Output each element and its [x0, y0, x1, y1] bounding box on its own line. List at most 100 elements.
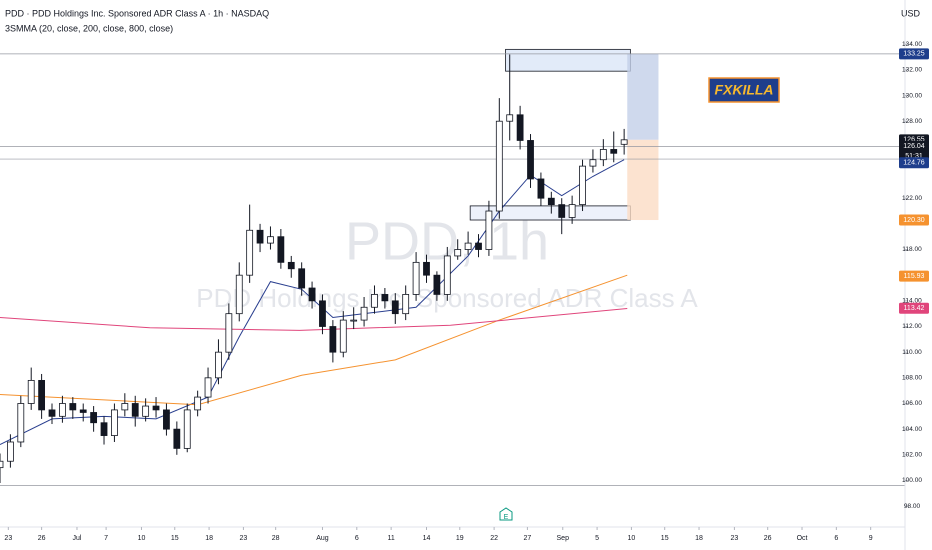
moving-average: [0, 308, 628, 331]
earnings-marker: E: [504, 514, 509, 521]
candle-body: [319, 300, 326, 327]
x-tick-label: 22: [490, 535, 498, 542]
y-tick-label: 118.00: [902, 246, 922, 253]
candle-body: [111, 409, 118, 436]
x-tick-label: 23: [240, 535, 248, 542]
y-tick-label: 128.00: [902, 118, 922, 125]
moving-average: [0, 274, 628, 406]
candle-body: [443, 255, 451, 295]
candle-body: [287, 261, 295, 270]
y-tick-label: 134.00: [902, 41, 922, 48]
indicator-label: 3SMMA (20, close, 200, close, 800, close…: [5, 23, 173, 33]
candle-body: [246, 229, 254, 276]
chart-title: PDD · PDD Holdings Inc. Sponsored ADR Cl…: [5, 8, 269, 18]
y-tick-label: 100.00: [902, 477, 922, 484]
candle-body: [204, 377, 212, 398]
zone: [505, 48, 631, 72]
candle-body: [516, 114, 524, 141]
candle-body: [173, 428, 181, 449]
candle-body: [329, 326, 337, 353]
y-tick-label: 102.00: [902, 452, 922, 459]
candle-body: [381, 294, 389, 302]
x-tick-label: 11: [387, 535, 394, 542]
x-tick-label: 28: [272, 535, 280, 542]
price-label: 120.30: [903, 217, 925, 224]
y-tick-label: 108.00: [902, 375, 922, 382]
candle-body: [558, 204, 566, 218]
price-label: 113.42: [904, 305, 925, 312]
candle-body: [433, 274, 441, 295]
x-tick-label: 18: [695, 535, 703, 542]
x-tick-label: Jul: [73, 535, 82, 542]
y-tick-label: 98.00: [904, 503, 921, 510]
y-tick-label: 110.00: [902, 349, 922, 356]
price-label-box: [899, 302, 929, 314]
candle-body: [610, 149, 618, 154]
candle-body: [308, 287, 316, 302]
price-label-box: [899, 157, 929, 169]
candle-body: [142, 405, 150, 417]
candle-body: [100, 422, 108, 436]
x-tick-label: Oct: [797, 535, 808, 542]
countdown: 51:31: [905, 153, 923, 160]
candle-body: [537, 178, 545, 199]
price-label: 115.93: [904, 273, 925, 280]
candle-body: [17, 403, 25, 443]
x-tick-label: 26: [764, 535, 772, 542]
x-tick-label: 18: [205, 535, 213, 542]
candle-body: [589, 159, 597, 167]
candle-body: [235, 274, 243, 315]
x-tick-label: 26: [38, 535, 46, 542]
price-label-box: [899, 214, 929, 226]
candle-body: [194, 396, 202, 411]
y-tick-label: 132.00: [902, 67, 922, 74]
y-tick-label: 114.00: [902, 298, 922, 305]
x-tick-label: 27: [523, 535, 531, 542]
candle-body: [371, 294, 378, 308]
price-label-box: [899, 270, 929, 282]
x-tick-label: 10: [628, 535, 636, 542]
candle-body: [69, 403, 77, 411]
candle-body: [79, 409, 87, 413]
candle-body: [27, 379, 35, 404]
price-label: 133.25: [903, 51, 925, 58]
x-tick-label: 14: [423, 535, 431, 542]
x-tick-label: 15: [171, 535, 179, 542]
x-tick-label: 6: [355, 535, 359, 542]
price-label-box: [899, 48, 929, 60]
x-tick-label: 15: [661, 535, 669, 542]
x-tick-label: 23: [731, 535, 739, 542]
candle-body: [90, 412, 98, 424]
currency: USD: [901, 8, 921, 18]
candle-body: [391, 300, 399, 315]
candle-body: [547, 197, 555, 206]
candle-body: [121, 403, 129, 411]
badge: FXKILLA: [714, 82, 773, 98]
candle-body: [527, 140, 534, 180]
candle-body: [0, 460, 4, 469]
candle-body: [298, 268, 306, 289]
y-tick-label: 130.00: [902, 92, 922, 99]
x-tick-label: 23: [4, 535, 12, 542]
price-label: 124.76: [903, 160, 925, 167]
candle-body: [152, 405, 160, 411]
candle-body: [495, 120, 503, 212]
candle-body: [485, 210, 493, 250]
candle-body: [599, 149, 607, 161]
candle-body: [215, 351, 222, 379]
candle-body: [7, 441, 14, 462]
candle-body: [225, 313, 233, 353]
candle-body: [360, 306, 368, 321]
candle-body: [131, 403, 139, 417]
x-tick-label: Aug: [316, 535, 329, 542]
candle-body: [412, 261, 420, 295]
y-tick-label: 112.00: [902, 323, 922, 330]
x-tick-label: 7: [104, 535, 108, 542]
candle-body: [454, 249, 462, 257]
x-tick-label: 9: [869, 535, 873, 542]
earnings-icon: [499, 507, 513, 521]
candle-body: [339, 319, 347, 353]
candle-body: [568, 204, 576, 218]
candle-body: [163, 409, 170, 430]
